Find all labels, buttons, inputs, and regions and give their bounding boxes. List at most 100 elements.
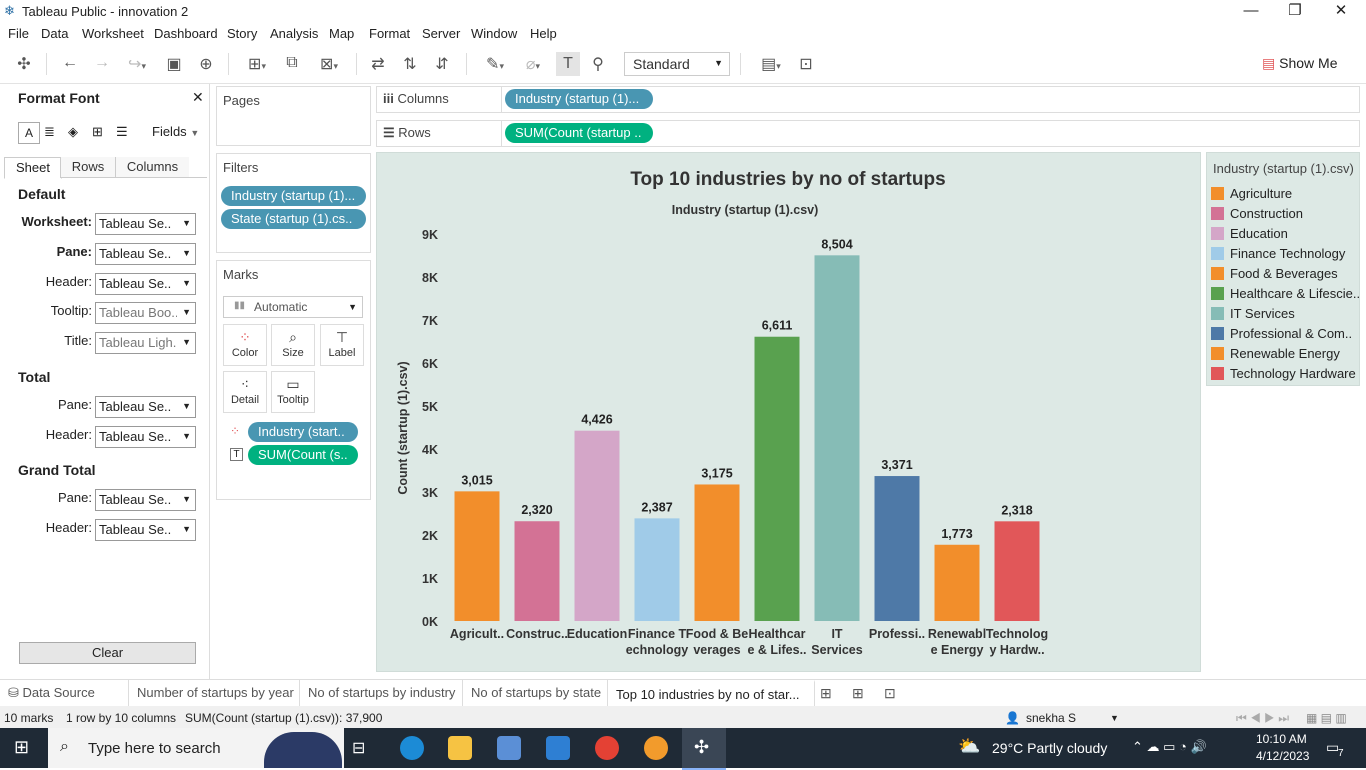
- font-dropdown[interactable]: Tableau Se.. ▼: [95, 243, 196, 265]
- minimize-button[interactable]: —: [1243, 2, 1259, 19]
- edge-icon[interactable]: [400, 736, 424, 760]
- menu-format[interactable]: Format: [369, 26, 411, 41]
- shading-tab-icon[interactable]: ◈: [68, 124, 78, 139]
- data-source-tab[interactable]: ⛁ Data Source: [0, 680, 129, 707]
- bar[interactable]: [994, 521, 1040, 621]
- menu-data[interactable]: Data: [41, 26, 69, 41]
- bar[interactable]: [514, 521, 560, 621]
- tab-sheet[interactable]: Sheet: [4, 157, 62, 179]
- page-nav-icons[interactable]: ⏮ ◀ ▶ ⏭: [1236, 711, 1290, 725]
- chart-view[interactable]: Top 10 industries by no of startups Indus…: [376, 152, 1201, 672]
- maximize-button[interactable]: ❐: [1288, 2, 1302, 19]
- show-cards-icon[interactable]: ▤▾: [761, 56, 781, 73]
- task-view-icon[interactable]: ⊟: [352, 740, 366, 757]
- show-mark-labels-icon[interactable]: T: [556, 52, 580, 76]
- view-size-dropdown[interactable]: Standard ▼: [624, 52, 730, 76]
- filter-pill-industry[interactable]: Industry (startup (1)...: [221, 186, 366, 206]
- clear-button[interactable]: Clear: [19, 642, 196, 664]
- close-window-button[interactable]: ✕: [1334, 2, 1348, 19]
- bar[interactable]: [874, 476, 920, 621]
- label-button[interactable]: ⊤ Label: [320, 324, 364, 366]
- grid-view-icons[interactable]: ▦ ▤ ▥: [1306, 711, 1347, 725]
- swap-rows-columns-icon[interactable]: ⇄: [371, 56, 385, 73]
- mail-icon[interactable]: [546, 736, 570, 760]
- sheet-tab[interactable]: No of startups by industry: [300, 680, 463, 707]
- tab-columns[interactable]: Columns: [115, 157, 189, 178]
- clear-sheet-icon[interactable]: ⊠▾: [320, 56, 338, 73]
- menu-server[interactable]: Server: [422, 26, 461, 41]
- mark-type-dropdown[interactable]: ▮▮ Automatic ▼: [223, 296, 363, 318]
- weather-text[interactable]: 29°C Partly cloudy: [992, 740, 1108, 756]
- bar[interactable]: [754, 336, 800, 621]
- presentation-mode-icon[interactable]: ⊡: [799, 56, 813, 73]
- columns-shelf[interactable]: iii Columns Industry (startup (1)...: [376, 86, 1360, 113]
- undo-icon[interactable]: ←: [62, 54, 78, 71]
- fix-axes-icon[interactable]: ⚲: [592, 56, 604, 73]
- tableau-home-icon[interactable]: ✣: [17, 56, 31, 73]
- replay-icon[interactable]: ↪▾: [128, 56, 146, 73]
- brave-icon[interactable]: [644, 736, 668, 760]
- chevron-down-icon[interactable]: ▼: [1110, 713, 1119, 723]
- sheet-tab[interactable]: Number of startups by year: [129, 680, 300, 707]
- marks-pill-industry[interactable]: Industry (start..: [248, 422, 358, 442]
- new-dashboard-tab-icon[interactable]: ⊞: [852, 685, 864, 701]
- highlight-icon[interactable]: ✎▾: [486, 56, 504, 73]
- menu-file[interactable]: File: [8, 26, 29, 41]
- filters-shelf[interactable]: Filters Industry (startup (1)... State (…: [216, 153, 371, 253]
- clock-time[interactable]: 10:10 AM: [1256, 732, 1307, 746]
- columns-pill-industry[interactable]: Industry (startup (1)...: [505, 89, 653, 109]
- bar[interactable]: [934, 544, 980, 621]
- new-worksheet-icon[interactable]: ⊞▾: [248, 56, 266, 73]
- bar[interactable]: [694, 484, 740, 621]
- bar[interactable]: [634, 518, 680, 621]
- notifications-icon[interactable]: ▭: [1326, 739, 1340, 755]
- font-tab-icon[interactable]: A: [18, 122, 40, 144]
- tab-rows[interactable]: Rows: [60, 157, 115, 178]
- font-dropdown[interactable]: Tableau Ligh.. ▼: [95, 332, 196, 354]
- show-me-button[interactable]: ▤ Show Me: [1262, 55, 1337, 72]
- font-dropdown[interactable]: Tableau Boo.. ▼: [95, 302, 196, 324]
- file-explorer-icon[interactable]: [448, 736, 472, 760]
- menu-analysis[interactable]: Analysis: [270, 26, 319, 41]
- font-dropdown[interactable]: Tableau Se.. ▼: [95, 396, 196, 418]
- clock-date[interactable]: 4/12/2023: [1256, 749, 1310, 763]
- font-dropdown[interactable]: Tableau Se.. ▼: [95, 426, 196, 448]
- save-icon[interactable]: ▣: [166, 56, 182, 73]
- sheet-tab-active[interactable]: Top 10 industries by no of star...: [608, 680, 815, 709]
- marks-pill-count[interactable]: SUM(Count (s..: [248, 445, 358, 465]
- bar[interactable]: [814, 255, 860, 621]
- new-worksheet-tab-icon[interactable]: ⊞: [820, 685, 832, 701]
- borders-tab-icon[interactable]: ⊞: [92, 124, 103, 139]
- sheet-tab[interactable]: No of startups by state: [463, 680, 608, 707]
- font-dropdown[interactable]: Tableau Se.. ▼: [95, 213, 196, 235]
- windows-start-icon[interactable]: ⊞: [14, 737, 30, 757]
- fields-dropdown[interactable]: Fields ▼: [152, 124, 200, 139]
- menu-window[interactable]: Window: [471, 26, 518, 41]
- rows-shelf[interactable]: ☰ Rows SUM(Count (startup ..: [376, 120, 1360, 147]
- redo-icon[interactable]: →: [94, 54, 110, 71]
- group-members-icon[interactable]: ⌀▾: [525, 56, 541, 73]
- menu-worksheet[interactable]: Worksheet: [82, 26, 144, 41]
- bar[interactable]: [574, 430, 620, 621]
- tooltip-button[interactable]: ▭ Tooltip: [271, 371, 315, 413]
- menu-dashboard[interactable]: Dashboard: [154, 26, 218, 41]
- close-panel-icon[interactable]: ✕: [192, 89, 204, 105]
- menu-story[interactable]: Story: [227, 26, 258, 41]
- tableau-taskbar-button[interactable]: ✣: [682, 728, 726, 770]
- bar[interactable]: [454, 491, 500, 621]
- tray-icons[interactable]: ⌃ ☁ ▭ ◔ 🔊: [1132, 739, 1207, 754]
- pages-shelf[interactable]: Pages: [216, 86, 371, 146]
- filter-pill-state[interactable]: State (startup (1).cs..: [221, 209, 366, 229]
- font-dropdown[interactable]: Tableau Se.. ▼: [95, 489, 196, 511]
- new-story-tab-icon[interactable]: ⊡: [884, 685, 896, 701]
- menu-help[interactable]: Help: [530, 26, 557, 41]
- size-button[interactable]: ⌕ Size: [271, 324, 315, 366]
- chrome-icon[interactable]: [595, 736, 619, 760]
- sort-ascending-icon[interactable]: ⇅: [403, 56, 417, 73]
- status-user[interactable]: snekha S: [1026, 711, 1077, 725]
- color-button[interactable]: ⁘ Color: [223, 324, 267, 366]
- duplicate-sheet-icon[interactable]: ⧉: [286, 54, 298, 71]
- taskbar-search[interactable]: ⌕ Type here to search: [48, 728, 344, 768]
- lines-tab-icon[interactable]: ☰: [116, 124, 128, 139]
- sort-descending-icon[interactable]: ⇵: [435, 56, 449, 73]
